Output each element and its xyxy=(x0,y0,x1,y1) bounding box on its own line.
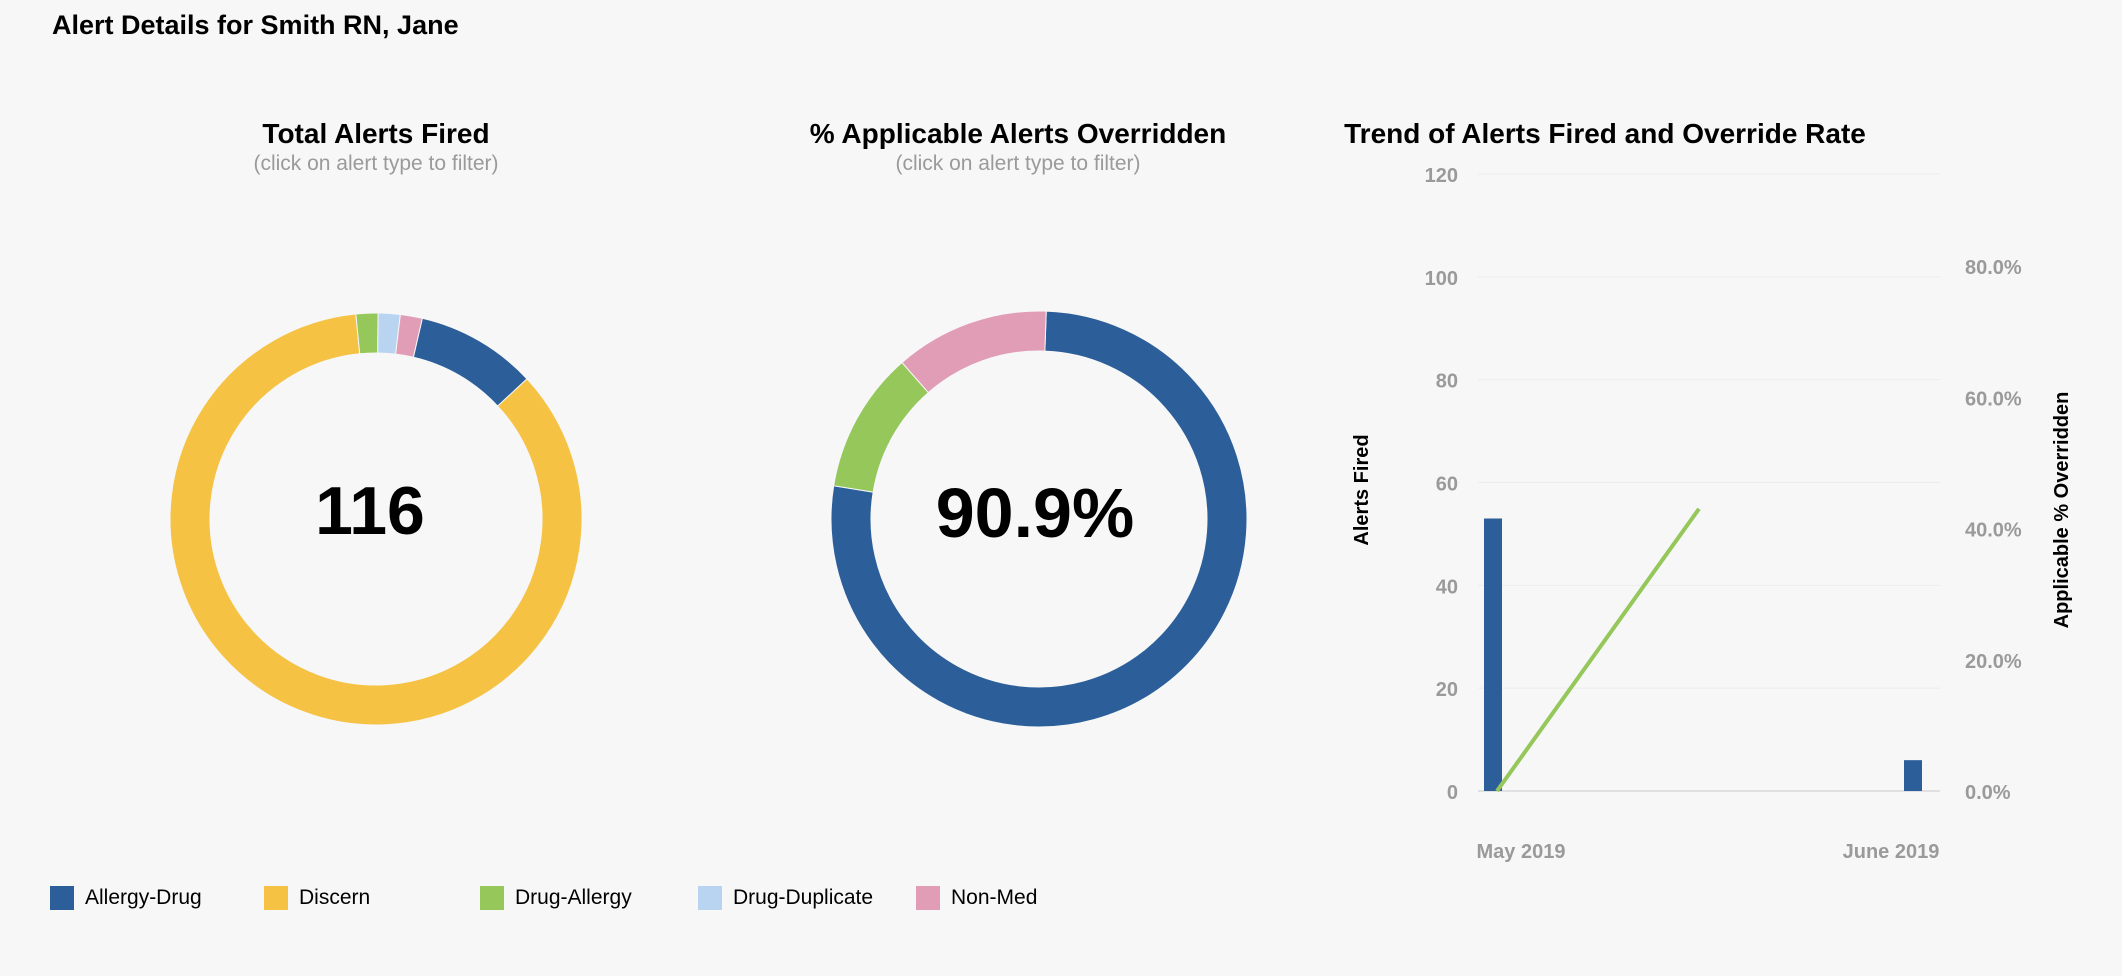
legend-item-drug-allergy[interactable]: Drug-Allergy xyxy=(480,886,632,910)
legend-item-discern[interactable]: Discern xyxy=(264,886,370,910)
legend-item-allergy-drug[interactable]: Allergy-Drug xyxy=(50,886,202,910)
legend-swatch xyxy=(916,886,940,910)
total-alerts-title: Total Alerts Fired xyxy=(262,118,490,149)
legend-label: Discern xyxy=(299,886,371,909)
donut-total-alerts[interactable] xyxy=(169,312,583,726)
override-title: % Applicable Alerts Overridden xyxy=(809,118,1227,149)
donut-slice-discern[interactable] xyxy=(169,313,583,726)
y-tick-label: 100 xyxy=(1425,268,1458,290)
y-tick-label: 0 xyxy=(1447,782,1458,804)
donut-override-rate[interactable] xyxy=(830,310,1248,728)
override-rate-line[interactable] xyxy=(1495,507,1701,793)
bar-june-2019[interactable] xyxy=(1904,760,1922,791)
override-center-value: 90.9% xyxy=(936,474,1134,552)
y-tick-label: 40 xyxy=(1436,576,1458,598)
y-tick-label: 60 xyxy=(1436,474,1458,496)
page-title: Alert Details for Smith RN, Jane xyxy=(52,10,459,40)
legend-label: Drug-Duplicate xyxy=(733,886,874,909)
y2-tick-label: 40.0% xyxy=(1965,520,2022,542)
donut-slice-drug-allergy[interactable] xyxy=(355,312,379,355)
donut-slice-non-med[interactable] xyxy=(901,310,1047,394)
legend-swatch xyxy=(480,886,504,910)
y2-tick-label: 20.0% xyxy=(1965,651,2022,673)
y-tick-label: 120 xyxy=(1425,165,1458,187)
trend-chart: 0 20 40 60 80 100 120 0.0% 20.0% 40.0% 60.0% 80.0% A… xyxy=(1351,165,2073,863)
legend-item-non-med[interactable]: Non-Med xyxy=(916,886,1037,910)
bar-may-2019[interactable] xyxy=(1484,518,1502,791)
y2-tick-label: 60.0% xyxy=(1965,388,2022,410)
y2-tick-label: 0.0% xyxy=(1965,782,2011,804)
donut-slice-non-med[interactable] xyxy=(395,313,423,358)
y-tick-label: 80 xyxy=(1436,371,1458,393)
legend-label: Allergy-Drug xyxy=(85,886,202,909)
total-alerts-center-value: 116 xyxy=(315,473,425,549)
y2-tick-label: 80.0% xyxy=(1965,257,2022,279)
x-tick-label: June 2019 xyxy=(1843,841,1940,863)
y2-axis-label: Applicable % Overridden xyxy=(2051,392,2073,629)
donut-slice-allergy-drug[interactable] xyxy=(412,317,528,407)
x-tick-label: May 2019 xyxy=(1477,841,1566,863)
legend-item-drug-duplicate[interactable]: Drug-Duplicate xyxy=(698,886,873,910)
legend-swatch xyxy=(264,886,288,910)
legend-swatch xyxy=(50,886,74,910)
trend-title: Trend of Alerts Fired and Override Rate xyxy=(1344,118,1866,149)
legend-swatch xyxy=(698,886,722,910)
y-axis-label: Alerts Fired xyxy=(1351,434,1373,545)
donut-slice-drug-allergy[interactable] xyxy=(833,361,930,493)
legend-label: Non-Med xyxy=(951,886,1038,909)
override-subtitle: (click on alert type to filter) xyxy=(895,152,1141,175)
legend-label: Drug-Allergy xyxy=(515,886,632,909)
y-tick-label: 20 xyxy=(1436,679,1458,701)
total-alerts-subtitle: (click on alert type to filter) xyxy=(253,152,499,175)
donut-slice-allergy-drug[interactable] xyxy=(830,310,1248,728)
